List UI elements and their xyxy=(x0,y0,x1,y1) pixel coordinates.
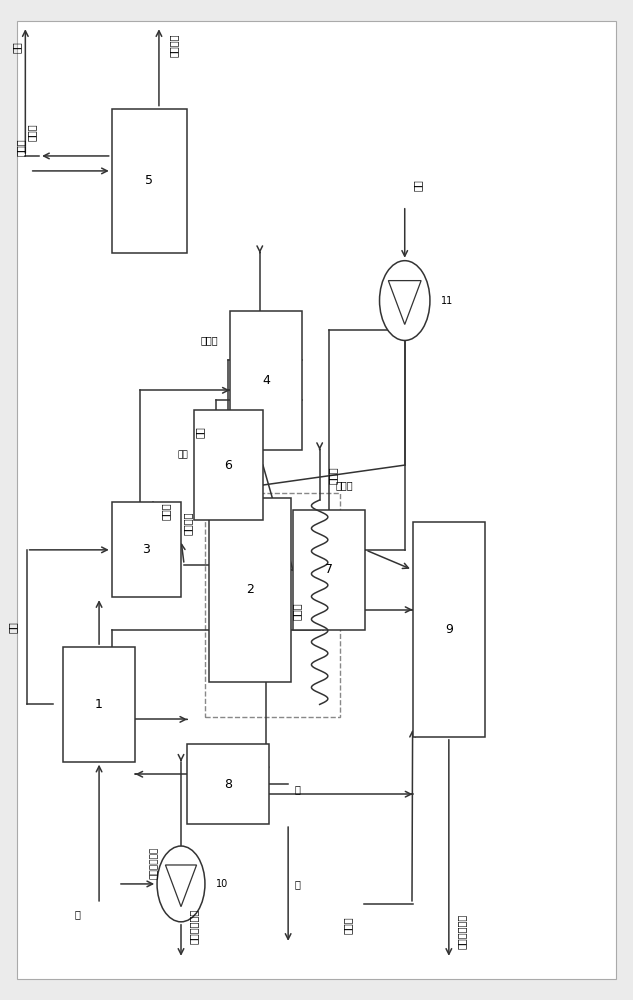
Text: 氢气: 氢气 xyxy=(412,179,422,191)
Text: 鼓空（烟气）: 鼓空（烟气） xyxy=(149,847,158,879)
Text: 弛放气: 弛放气 xyxy=(335,480,353,490)
Text: 型煤（外输）: 型煤（外输） xyxy=(456,914,467,949)
Circle shape xyxy=(157,846,205,922)
Bar xyxy=(63,647,135,762)
Polygon shape xyxy=(165,865,197,907)
Text: 1: 1 xyxy=(95,698,103,711)
Text: 2: 2 xyxy=(246,583,254,596)
Text: 硫酸: 硫酸 xyxy=(12,41,22,53)
Text: 燃油: 燃油 xyxy=(195,426,205,438)
Polygon shape xyxy=(388,281,421,324)
Text: 11: 11 xyxy=(441,296,453,306)
Text: 3: 3 xyxy=(142,543,150,556)
Text: 热解气: 热解气 xyxy=(160,502,170,520)
Text: 10: 10 xyxy=(216,879,229,889)
Text: 煤: 煤 xyxy=(74,909,80,919)
Text: 氨水: 氨水 xyxy=(8,621,18,633)
Text: 5: 5 xyxy=(146,174,153,187)
Text: 4: 4 xyxy=(262,374,270,387)
Text: 硫化氢: 硫化氢 xyxy=(27,123,37,141)
Bar xyxy=(413,522,485,737)
Bar xyxy=(210,498,291,682)
Text: 热烟气: 热烟气 xyxy=(327,466,337,484)
Text: 8: 8 xyxy=(224,778,232,791)
Text: 粘结剂: 粘结剂 xyxy=(343,917,353,934)
Text: 9: 9 xyxy=(445,623,453,636)
Text: 粗热解气: 粗热解气 xyxy=(182,511,192,535)
Bar xyxy=(230,311,303,450)
Text: 张利: 张利 xyxy=(178,451,189,460)
Text: 水: 水 xyxy=(294,784,300,794)
Text: 非标柴油: 非标柴油 xyxy=(168,33,179,57)
Bar xyxy=(194,410,263,520)
Text: 热烟气: 热烟气 xyxy=(292,602,302,620)
Text: 放空（烟气）: 放空（烟气） xyxy=(189,909,199,944)
Bar xyxy=(111,502,181,597)
Bar xyxy=(204,493,340,717)
Bar xyxy=(111,109,187,253)
Text: 废机油: 废机油 xyxy=(15,138,25,156)
Text: 氢循环: 氢循环 xyxy=(201,335,218,345)
Text: 6: 6 xyxy=(224,459,232,472)
Bar xyxy=(293,510,365,630)
Bar xyxy=(187,744,269,824)
Circle shape xyxy=(380,261,430,340)
Text: 水: 水 xyxy=(294,879,300,889)
Text: 7: 7 xyxy=(325,563,333,576)
